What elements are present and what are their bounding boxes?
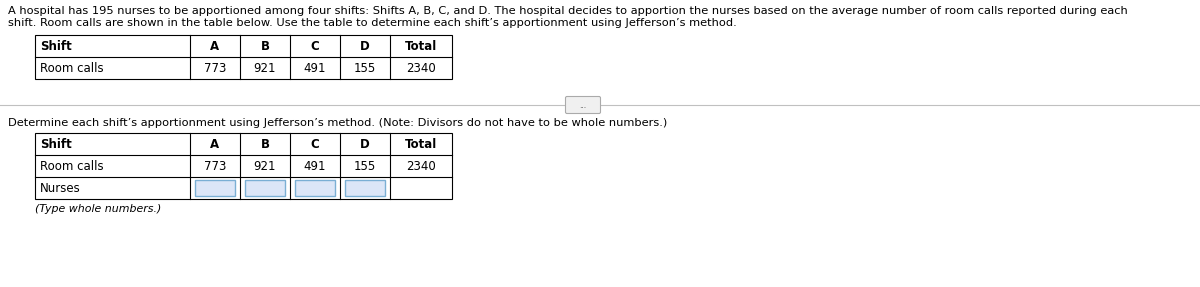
Bar (35, 133, 452, 199)
FancyBboxPatch shape (565, 96, 600, 113)
Text: 773: 773 (204, 160, 226, 172)
Text: (Type whole numbers.): (Type whole numbers.) (35, 204, 161, 214)
Bar (194, 180, 235, 196)
Text: B: B (260, 137, 270, 150)
Text: C: C (311, 137, 319, 150)
Text: A: A (210, 137, 220, 150)
Text: 155: 155 (354, 160, 376, 172)
Text: D: D (360, 137, 370, 150)
Bar (295, 180, 335, 196)
Text: ...: ... (580, 100, 587, 110)
Text: A hospital has 195 nurses to be apportioned among four shifts: Shifts A, B, C, a: A hospital has 195 nurses to be apportio… (8, 6, 1128, 16)
Text: 921: 921 (253, 160, 276, 172)
Text: Shift: Shift (40, 137, 72, 150)
Text: 491: 491 (304, 61, 326, 75)
Text: Room calls: Room calls (40, 160, 103, 172)
Text: Determine each shift’s apportionment using Jefferson’s method. (Note: Divisors d: Determine each shift’s apportionment usi… (8, 118, 667, 128)
Text: D: D (360, 40, 370, 53)
Bar (35, 35, 452, 79)
Text: Total: Total (404, 137, 437, 150)
Bar (245, 180, 286, 196)
Text: shift. Room calls are shown in the table below. Use the table to determine each : shift. Room calls are shown in the table… (8, 18, 737, 28)
Text: 921: 921 (253, 61, 276, 75)
Text: Nurses: Nurses (40, 181, 80, 195)
Text: 773: 773 (204, 61, 226, 75)
Text: Room calls: Room calls (40, 61, 103, 75)
Text: A: A (210, 40, 220, 53)
Text: Total: Total (404, 40, 437, 53)
Text: 491: 491 (304, 160, 326, 172)
Text: 2340: 2340 (406, 160, 436, 172)
Text: Shift: Shift (40, 40, 72, 53)
Text: 2340: 2340 (406, 61, 436, 75)
Text: C: C (311, 40, 319, 53)
Bar (346, 180, 385, 196)
Text: B: B (260, 40, 270, 53)
Text: 155: 155 (354, 61, 376, 75)
